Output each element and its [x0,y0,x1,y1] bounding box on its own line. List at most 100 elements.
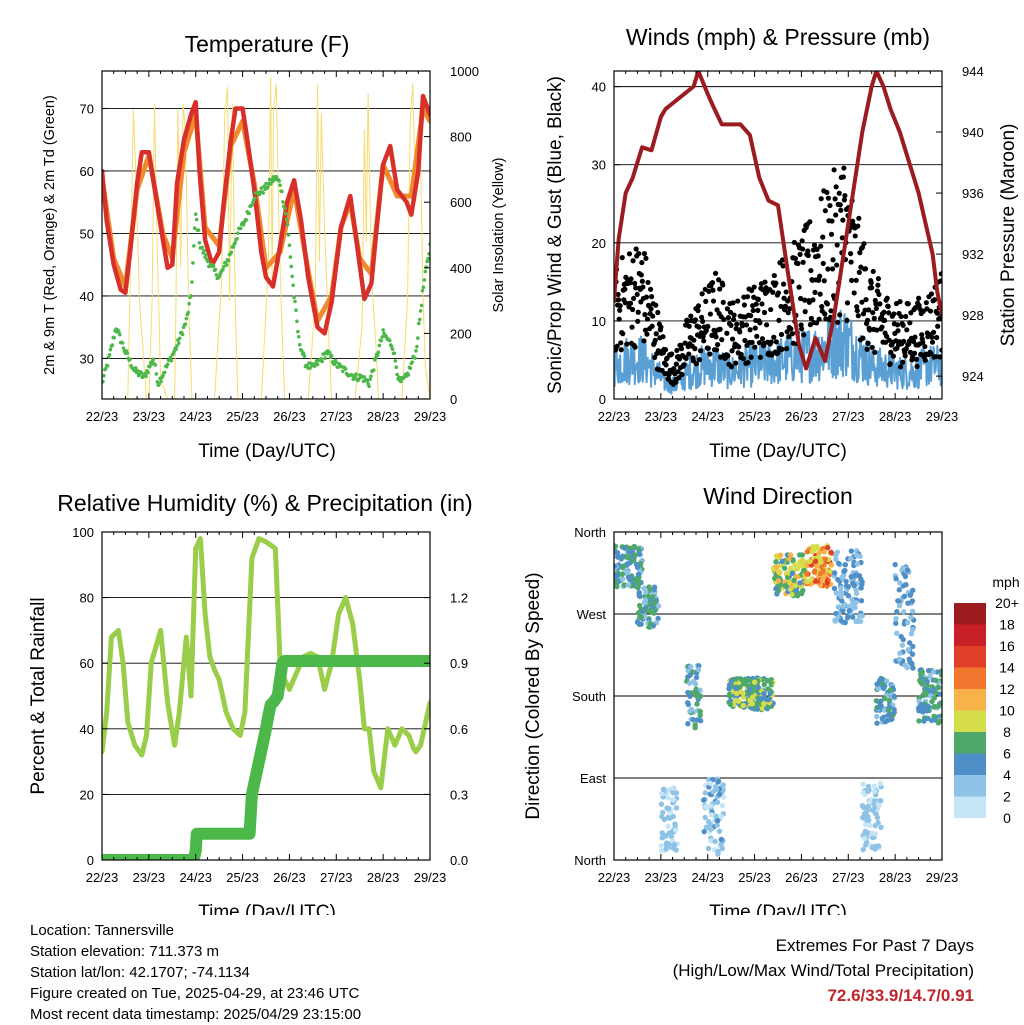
direction-point [898,633,904,640]
speed-color-legend: mph 0 2 4 6 8 10 12 14 16 18 20+ [954,574,1020,826]
gust-point [710,298,717,304]
station-location: Location: Tannersville [30,922,174,939]
direction-point [894,608,900,615]
gust-point [720,282,726,288]
gust-point [719,337,725,343]
y2-tick-label: 940 [962,125,984,140]
dewpoint-point [121,346,126,350]
y2-tick-label: 0 [450,392,457,407]
station-elevation: Station elevation: 711.373 m [30,943,220,960]
dewpoint-point [413,356,417,360]
direction-point [860,789,867,796]
y-tick-label: South [572,689,606,704]
speed-legend-label: 0 [1003,810,1011,826]
dewpoint-point [135,369,140,373]
temperature-ylabel: 2m & 9m T (Red, Orange) & 2m Td (Green) [42,95,58,375]
dewpoint-point [371,368,376,372]
speed-legend-label: 2 [1003,789,1011,805]
dewpoint-point [294,308,298,312]
gust-point [747,327,753,333]
direction-point [820,567,826,574]
gust-point [832,196,838,202]
direction-point [924,678,930,685]
direction-point [818,559,824,565]
y2-tick-label: 1000 [450,64,479,79]
gust-point [636,250,642,257]
direction-point [892,561,898,568]
dewpoint-point [107,352,112,357]
direction-point [673,805,680,811]
direction-point [824,580,830,586]
gust-point [913,356,920,362]
y-tick-label: 100 [72,525,94,540]
gust-point [885,303,891,310]
direction-point [646,584,652,590]
gust-point [624,341,630,347]
direction-point [641,585,647,592]
direction-point [849,596,855,602]
dewpoint-point [202,248,206,253]
gust-point [675,369,681,375]
gust-point [861,241,867,247]
gust-point [676,356,683,362]
gust-point [871,315,877,321]
direction-point [853,618,860,624]
gust-point [699,291,705,297]
dewpoint-point [105,364,110,368]
precip-line [102,655,430,860]
direction-point [779,558,786,565]
dewpoint-point [118,332,122,337]
direction-point [797,559,803,565]
direction-point [670,785,676,791]
gust-point [865,340,871,346]
direction-point [885,712,891,718]
direction-point [701,797,707,803]
direction-point [900,565,906,571]
gust-point [869,285,875,291]
dewpoint-point [169,358,174,363]
direction-point [909,626,916,633]
gust-point [752,344,758,350]
direction-point [891,709,897,716]
gust-point [660,334,666,340]
direction-point [850,580,856,587]
direction-point [916,707,922,714]
dewpoint-point [350,373,355,378]
direction-point [930,669,936,675]
gust-point [935,323,941,329]
direction-point [846,607,853,614]
direction-point [755,684,762,691]
direction-point [894,630,900,637]
speed-legend-label: 4 [1003,767,1011,783]
dewpoint-point [125,351,130,355]
direction-point [655,603,662,609]
gust-point [641,251,648,257]
dewpoint-point [399,379,403,384]
direction-point [670,796,676,803]
gust-point [641,338,647,344]
direction-point [743,676,750,683]
humidity-ylabel: Percent & Total Rainfall [28,597,49,794]
dewpoint-point [365,378,370,383]
gust-point [658,324,664,330]
gust-point [691,337,697,343]
gust-point [633,246,639,252]
direction-point [651,586,657,593]
direction-point [782,583,788,589]
direction-point [843,578,849,585]
dewpoint-point [247,211,251,216]
gust-point [713,347,720,353]
direction-point [750,683,757,690]
gust-point [888,349,894,355]
speed-legend-label: 18 [999,617,1015,633]
direction-point [726,682,733,688]
x-tick-label: 28/23 [367,409,400,424]
direction-point [909,608,916,614]
gust-point [647,286,654,292]
dewpoint-point [377,343,382,348]
winds-ylabel: Sonic/Prop Wind & Gust (Blue, Black) [545,76,566,394]
gust-point [633,285,639,291]
direction-point [685,668,691,674]
direction-point [896,587,903,593]
dewpoint-point [288,255,293,259]
